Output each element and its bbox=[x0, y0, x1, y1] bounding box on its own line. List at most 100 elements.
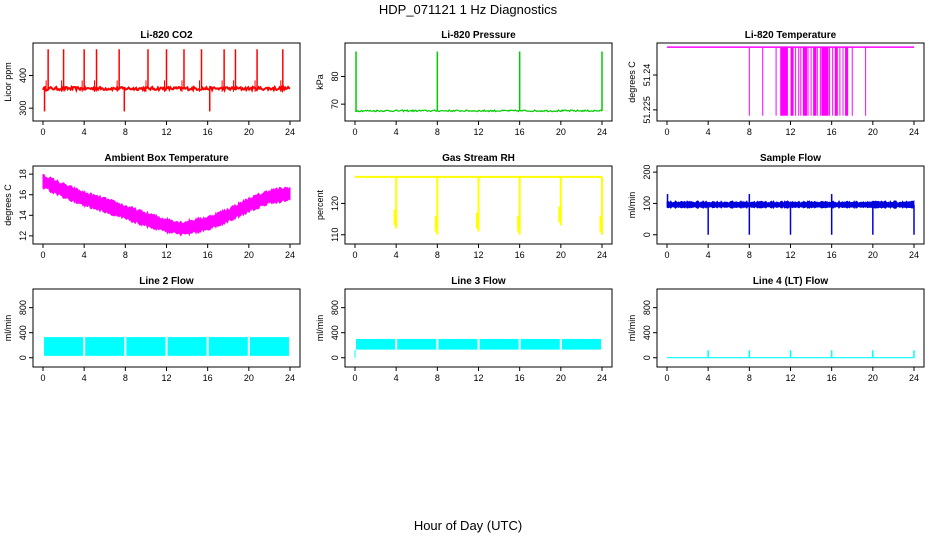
panel-4: Ambient Box Temperature degrees C 0 4 8 12 16 2… bbox=[3, 153, 301, 260]
x-tick-label: 0 bbox=[40, 373, 45, 383]
dropout-block bbox=[780, 47, 788, 116]
panel-title: Li-820 Temperature bbox=[745, 30, 837, 41]
plot-frame bbox=[656, 288, 925, 368]
y-tick-label: 200 bbox=[642, 165, 652, 180]
dropout-block bbox=[813, 47, 817, 116]
x-tick-label: 0 bbox=[664, 250, 669, 260]
panel-8: Line 3 Flow ml/min 0 4 8 12 16 20 24 0 400 800 bbox=[315, 276, 613, 383]
x-tick-label: 12 bbox=[473, 373, 483, 383]
panel-5: Gas Stream RH percent 0 4 8 12 16 20 24 110 120 bbox=[315, 153, 613, 260]
y-axis-label: ml/min bbox=[3, 315, 13, 342]
plot-frame bbox=[32, 288, 301, 368]
dropout-block bbox=[834, 47, 838, 116]
x-tick-label: 8 bbox=[435, 250, 440, 260]
y-tick-label: 80 bbox=[330, 71, 340, 81]
x-tick-label: 0 bbox=[352, 127, 357, 137]
series-line bbox=[354, 109, 603, 113]
x-tick-label: 12 bbox=[161, 250, 171, 260]
y-axis-label: ml/min bbox=[627, 192, 637, 219]
x-tick-label: 20 bbox=[868, 373, 878, 383]
x-tick-label: 12 bbox=[473, 250, 483, 260]
series-band bbox=[42, 173, 291, 237]
y-tick-label: 18 bbox=[18, 169, 28, 179]
y-tick-label: 400 bbox=[18, 325, 28, 340]
y-tick-label: 0 bbox=[18, 355, 28, 360]
panel-6: Sample Flow ml/min 0 4 8 12 16 20 24 0 100 200 bbox=[627, 153, 925, 260]
y-tick-label: 100 bbox=[642, 196, 652, 211]
panel-title: Line 4 (LT) Flow bbox=[753, 276, 829, 287]
panel-title: Line 2 Flow bbox=[139, 276, 194, 287]
flow-block bbox=[44, 337, 84, 356]
dropout-block bbox=[845, 47, 849, 116]
x-tick-label: 4 bbox=[706, 127, 711, 137]
x-tick-label: 16 bbox=[515, 250, 525, 260]
x-tick-label: 0 bbox=[352, 373, 357, 383]
x-tick-label: 20 bbox=[556, 127, 566, 137]
panel-7: Line 2 Flow ml/min 0 4 8 12 16 20 24 0 400 800 bbox=[3, 276, 301, 383]
panel-1: Li-820 CO2 Licor ppm 0 4 8 12 16 20 24 300 400 bbox=[3, 30, 301, 137]
x-tick-label: 8 bbox=[123, 250, 128, 260]
y-tick-label: 0 bbox=[330, 355, 340, 360]
flow-block bbox=[126, 337, 166, 356]
plot-frame bbox=[32, 42, 301, 122]
y-tick-label: 800 bbox=[18, 300, 28, 315]
x-tick-label: 12 bbox=[161, 127, 171, 137]
plot-frame bbox=[344, 288, 613, 368]
x-tick-label: 20 bbox=[868, 127, 878, 137]
flow-block bbox=[85, 337, 125, 356]
x-tick-label: 24 bbox=[597, 250, 607, 260]
x-tick-label: 20 bbox=[556, 373, 566, 383]
panel-title: Gas Stream RH bbox=[442, 153, 515, 164]
y-axis-label: Licor ppm bbox=[3, 62, 13, 102]
x-tick-label: 20 bbox=[868, 250, 878, 260]
y-tick-label: 400 bbox=[642, 325, 652, 340]
flow-block bbox=[249, 337, 289, 356]
panel-title: Line 3 Flow bbox=[451, 276, 506, 287]
x-tick-label: 16 bbox=[827, 250, 837, 260]
y-tick-label: 0 bbox=[642, 355, 652, 360]
y-axis-label: ml/min bbox=[315, 315, 325, 342]
x-tick-label: 24 bbox=[597, 373, 607, 383]
x-tick-label: 0 bbox=[664, 373, 669, 383]
plot-frame bbox=[32, 165, 301, 245]
x-tick-label: 4 bbox=[394, 373, 399, 383]
x-tick-label: 4 bbox=[82, 127, 87, 137]
x-tick-label: 24 bbox=[285, 373, 295, 383]
y-tick-label: 12 bbox=[18, 231, 28, 241]
x-tick-label: 24 bbox=[597, 127, 607, 137]
y-tick-label: 800 bbox=[642, 300, 652, 315]
x-tick-label: 20 bbox=[244, 373, 254, 383]
plot-area bbox=[355, 175, 603, 235]
x-tick-label: 24 bbox=[909, 127, 919, 137]
x-tick-label: 16 bbox=[203, 373, 213, 383]
plot-frame bbox=[656, 42, 925, 122]
panel-title: Sample Flow bbox=[760, 153, 821, 164]
x-tick-label: 24 bbox=[285, 250, 295, 260]
plot-area bbox=[42, 49, 291, 112]
x-tick-label: 8 bbox=[747, 250, 752, 260]
y-tick-label: 110 bbox=[330, 228, 340, 242]
panel-9: Line 4 (LT) Flow ml/min 0 4 8 12 16 20 24 0 400 800 bbox=[627, 276, 925, 383]
x-tick-label: 16 bbox=[827, 127, 837, 137]
x-tick-label: 24 bbox=[909, 373, 919, 383]
x-tick-label: 8 bbox=[747, 373, 752, 383]
flow-block bbox=[479, 338, 519, 350]
y-tick-label: 400 bbox=[330, 325, 340, 340]
x-tick-label: 16 bbox=[515, 127, 525, 137]
flow-block bbox=[397, 338, 437, 350]
plot-area bbox=[354, 338, 601, 358]
y-axis-label: percent bbox=[315, 189, 325, 220]
x-tick-label: 8 bbox=[435, 373, 440, 383]
x-tick-label: 20 bbox=[244, 250, 254, 260]
plot-area bbox=[42, 173, 291, 237]
flow-block bbox=[356, 338, 396, 350]
x-tick-label: 8 bbox=[435, 127, 440, 137]
x-tick-label: 12 bbox=[785, 127, 795, 137]
panel-title: Li-820 Pressure bbox=[441, 30, 516, 41]
x-tick-label: 4 bbox=[394, 127, 399, 137]
plot-area bbox=[667, 350, 915, 359]
y-axis-label: ml/min bbox=[627, 315, 637, 342]
plot-area bbox=[44, 337, 289, 356]
plot-frame bbox=[344, 42, 613, 122]
x-tick-label: 0 bbox=[664, 127, 669, 137]
